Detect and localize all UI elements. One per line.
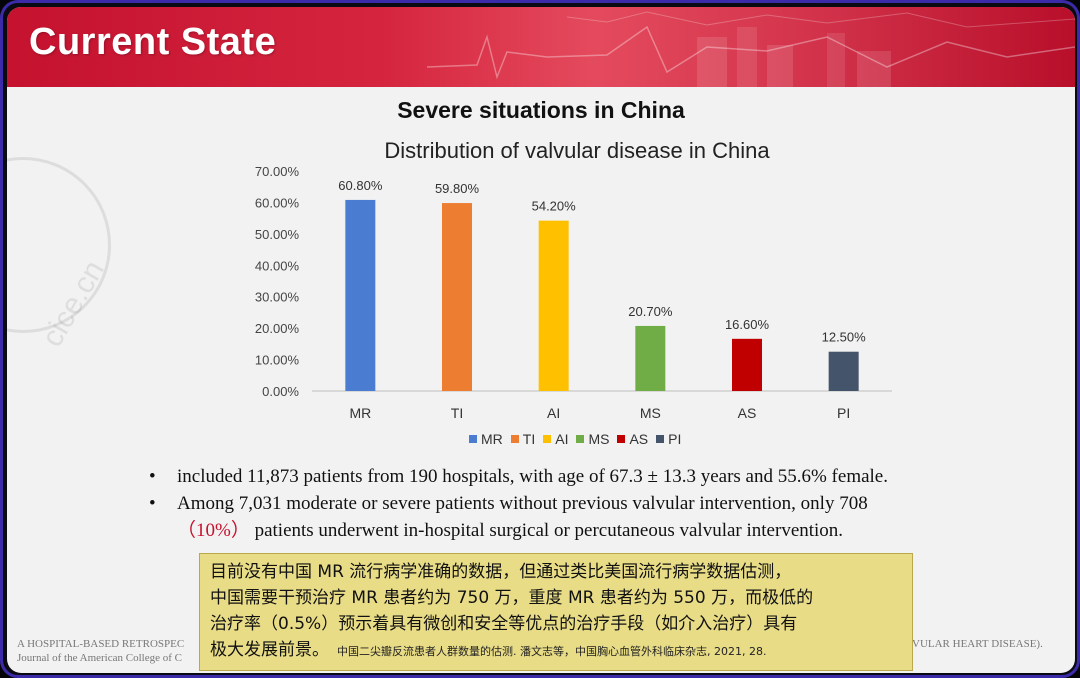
y-axis: 0.00% 10.00% 20.00% 30.00% 40.00% 50.00% 60.00… [255,164,300,399]
x-tick-label-ms: MS [640,405,661,421]
bar-chart: 0.00% 10.00% 20.00% 30.00% 40.00% 50.00% 60.00… [255,164,892,421]
title-banner: Current State [7,7,1075,87]
presentation-slide: Current State cice.cn Severe situations … [7,7,1075,673]
bullet-symbol: • [149,466,156,487]
y-tick-label: 10.00% [255,353,300,368]
cn-line-2: 中国需要干预治疗 MR 患者约为 750 万，重度 MR 患者约为 550 万，… [210,588,814,608]
data-label-as: 16.60% [725,317,770,332]
bullet-list: • included 11,873 patients from 190 hosp… [149,463,969,544]
bar-ms [635,325,666,391]
reference-line-1-right: VULAR HEART DISEASE). [912,638,1043,650]
y-tick-label: 30.00% [255,290,300,305]
legend-swatch [656,435,665,443]
bar-mr [345,199,376,391]
chart-legend: MR TI AI MS AS PI [469,431,681,447]
legend-swatch [576,435,585,443]
data-label-ti: 59.80% [435,181,480,196]
cn-line-4: 极大发展前景。 [210,640,329,660]
bullet-text-2b: patients underwent in-hospital surgical … [254,520,844,541]
y-tick-label: 70.00% [255,164,300,179]
x-tick-label-pi: PI [837,405,850,421]
legend-swatch [469,435,477,443]
bar-series [345,199,859,391]
x-tick-label-ai: AI [547,405,560,421]
bar-ai [538,220,569,391]
legend-item-ti: TI [510,431,536,447]
chinese-subtitle-box: 目前没有中国 MR 流行病学准确的数据，但通过类比美国流行病学数据估测， 中国需… [199,553,913,671]
data-label-ai: 54.20% [532,199,577,214]
legend-swatch [617,435,626,443]
legend-swatch [510,435,519,443]
bullet-symbol: • [149,493,156,514]
legend-item-pi: PI [656,431,681,447]
data-label-mr: 60.80% [338,178,383,193]
banner-title: Current State [29,21,277,63]
legend-label: MR [481,431,503,447]
x-axis-labels: MR TI AI MS AS PI [349,405,850,421]
cn-line-1: 目前没有中国 MR 流行病学准确的数据，但通过类比美国流行病学数据估测， [210,562,792,582]
y-tick-label: 50.00% [255,227,300,242]
legend-item-ai: AI [543,431,568,447]
bullet-item: • Among 7,031 moderate or severe patient… [149,490,969,544]
bullet-text-2a: Among 7,031 moderate or severe patients … [177,493,868,514]
highlight-percent: （10%） [177,520,250,541]
bar-pi [828,351,859,391]
chart-title: Distribution of valvular disease in Chin… [384,138,770,163]
banner-decoration [426,11,1075,87]
legend-label: AS [629,431,649,447]
cn-line-3: 治疗率（0.5%）预示着具有微创和安全等优点的治疗手段（如介入治疗）具有 [210,614,798,634]
legend-label: TI [522,431,536,447]
y-tick-label: 0.00% [262,384,299,399]
reference-line-1: A HOSPITAL-BASED RETROSPEC [17,638,185,650]
y-tick-label: 20.00% [255,321,300,336]
y-tick-label: 40.00% [255,258,300,273]
bar-ti [442,203,472,391]
y-tick-label: 60.00% [255,195,300,210]
legend-label: PI [668,431,682,447]
bullet-text-1: included 11,873 patients from 190 hospit… [177,466,888,487]
slide-heading: Severe situations in China [397,97,685,123]
legend-label: AI [555,431,569,447]
legend-item-ms: MS [576,431,609,447]
reference-citation: A HOSPITAL-BASED RETROSPEC VULAR HEART D… [17,637,1075,665]
legend-item-mr: MR [469,431,503,447]
legend-label: MS [588,431,610,447]
legend-swatch [543,435,552,443]
data-labels: 60.80% 59.80% 54.20% 20.70% 16.60% 12.50% [338,178,866,345]
data-label-pi: 12.50% [822,330,867,345]
x-tick-label-as: AS [738,405,757,421]
bar-as [732,338,762,391]
cn-line-4-wrap: 极大发展前景。 中国二尖瓣反流患者人群数量的估测. 潘文志等，中国胸心血管外科临床… [210,637,902,665]
bullet-item: • included 11,873 patients from 190 hosp… [149,463,969,490]
legend-item-as: AS [617,431,648,447]
x-tick-label-ti: TI [451,405,463,421]
cn-source: 中国二尖瓣反流患者人群数量的估测. 潘文志等，中国胸心血管外科临床杂志, 202… [337,645,767,658]
x-tick-label-mr: MR [349,405,371,421]
data-label-ms: 20.70% [628,304,673,319]
reference-line-2: Journal of the American College of C [17,652,182,664]
